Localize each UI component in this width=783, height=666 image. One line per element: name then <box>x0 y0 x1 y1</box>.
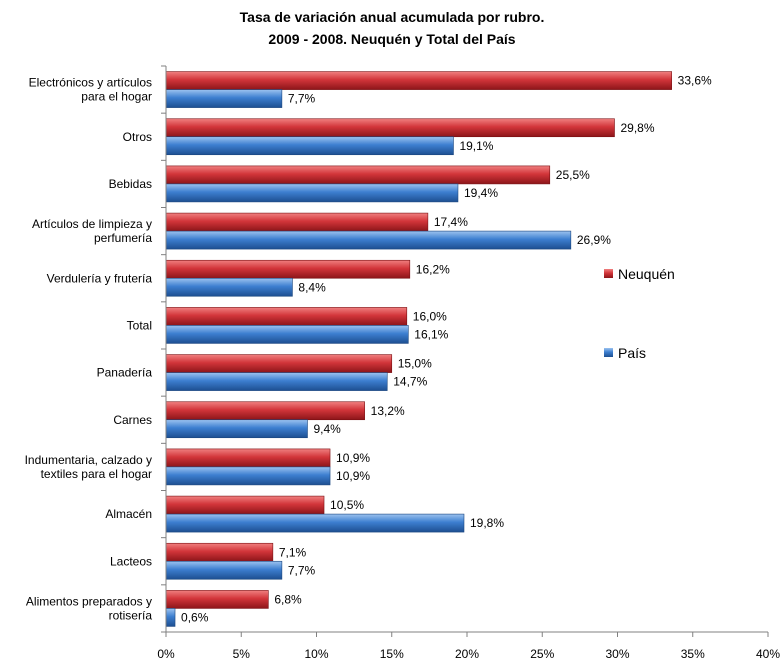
chart-title-line-2: 2009 - 2008. Neuquén y Total del País <box>268 31 515 47</box>
data-label-pais-0: 7,7% <box>288 92 316 106</box>
bar-pais-6 <box>165 372 388 391</box>
data-label-pais-8: 10,9% <box>336 469 370 483</box>
x-tick-label-1: 5% <box>233 647 251 661</box>
category-label-10: Lacteos <box>110 554 152 568</box>
bar-pais-3 <box>165 230 572 250</box>
bar-neuquen-3 <box>165 212 429 232</box>
category-label-6: Panadería <box>97 366 153 380</box>
data-label-pais-5: 16,1% <box>414 327 448 341</box>
category-label-7: Carnes <box>113 413 152 427</box>
bar-pais-2 <box>165 183 459 203</box>
bar-pais-11 <box>165 608 176 627</box>
data-label-pais-7: 9,4% <box>313 422 341 436</box>
legend-label-pais: País <box>618 345 646 361</box>
x-tick-label-4: 20% <box>455 647 479 661</box>
bar-neuquen-5 <box>165 307 408 326</box>
x-tick-label-7: 35% <box>681 647 705 661</box>
legend-swatch-pais <box>604 348 613 357</box>
category-label-9: Almacén <box>105 507 152 521</box>
category-label-8: Indumentaria, calzado y textiles para el … <box>25 453 152 481</box>
x-tick-label-2: 10% <box>304 647 328 661</box>
data-label-neuquen-1: 29,8% <box>620 121 654 135</box>
legend-label-neuquen: Neuquén <box>618 266 675 282</box>
bar-pais-1 <box>165 136 454 156</box>
category-label-4: Verdulería y frutería <box>47 271 153 285</box>
category-label-5: Total <box>127 318 152 332</box>
bar-pais-0 <box>165 89 283 108</box>
data-label-pais-3: 26,9% <box>577 233 611 247</box>
data-label-pais-1: 19,1% <box>459 139 493 153</box>
data-label-neuquen-0: 33,6% <box>678 74 712 88</box>
x-axis: 0% 5% 10% 15% 20% 25% 30% 35% 40% <box>157 631 780 661</box>
data-label-pais-10: 7,7% <box>288 563 316 577</box>
bar-neuquen-9 <box>165 495 325 515</box>
data-label-neuquen-4: 16,2% <box>416 262 450 276</box>
y-axis: Electrónicos y artículos para el hogar Otr… <box>25 65 167 633</box>
bar-neuquen-1 <box>165 118 615 138</box>
category-label-3: Artículos de limpieza y perfumería <box>32 217 152 245</box>
bar-neuquen-6 <box>165 354 393 373</box>
bar-pais-4 <box>165 277 293 297</box>
bar-pais-9 <box>165 513 465 533</box>
legend: Neuquén País <box>604 266 675 361</box>
bar-pais-5 <box>165 325 409 344</box>
bar-pais-8 <box>165 466 331 486</box>
data-label-neuquen-5: 16,0% <box>413 309 447 323</box>
bar-pais-10 <box>165 560 283 580</box>
x-tick-label-6: 30% <box>605 647 629 661</box>
bar-pais-7 <box>165 419 308 439</box>
bar-neuquen-11 <box>165 590 269 609</box>
bar-neuquen-8 <box>165 448 331 468</box>
category-label-2: Bebidas <box>109 177 152 191</box>
x-tick-label-8: 40% <box>756 647 780 661</box>
data-label-pais-9: 19,8% <box>470 516 504 530</box>
data-label-pais-2: 19,4% <box>464 186 498 200</box>
bar-neuquen-7 <box>165 401 365 421</box>
data-label-pais-6: 14,7% <box>393 375 427 389</box>
data-label-neuquen-11: 6,8% <box>274 592 302 606</box>
bar-neuquen-0 <box>165 71 672 90</box>
data-label-neuquen-3: 17,4% <box>434 215 468 229</box>
bar-neuquen-10 <box>165 542 274 562</box>
data-label-neuquen-6: 15,0% <box>398 357 432 371</box>
plot-area: 33,6% 7,7% 29,8% 19,1% 25,5% 19,4% 17,4% 26,9% 1… <box>165 71 712 627</box>
bar-neuquen-2 <box>165 165 551 185</box>
category-label-11: Alimentos preparados y rotisería <box>26 594 152 622</box>
data-label-neuquen-2: 25,5% <box>556 168 590 182</box>
chart-title-line-1: Tasa de variación anual acumulada por ru… <box>240 9 545 25</box>
data-label-neuquen-7: 13,2% <box>371 404 405 418</box>
category-label-0: Electrónicos y artículos para el hogar <box>29 76 152 104</box>
data-label-neuquen-9: 10,5% <box>330 498 364 512</box>
data-label-pais-11: 0,6% <box>181 610 209 624</box>
data-label-pais-4: 8,4% <box>298 280 326 294</box>
bar-neuquen-4 <box>165 259 411 279</box>
category-label-1: Otros <box>123 130 152 144</box>
data-label-neuquen-10: 7,1% <box>279 545 307 559</box>
x-tick-label-0: 0% <box>157 647 175 661</box>
legend-swatch-neuquen <box>604 269 613 278</box>
data-label-neuquen-8: 10,9% <box>336 451 370 465</box>
x-tick-label-3: 15% <box>380 647 404 661</box>
x-tick-label-5: 25% <box>530 647 554 661</box>
